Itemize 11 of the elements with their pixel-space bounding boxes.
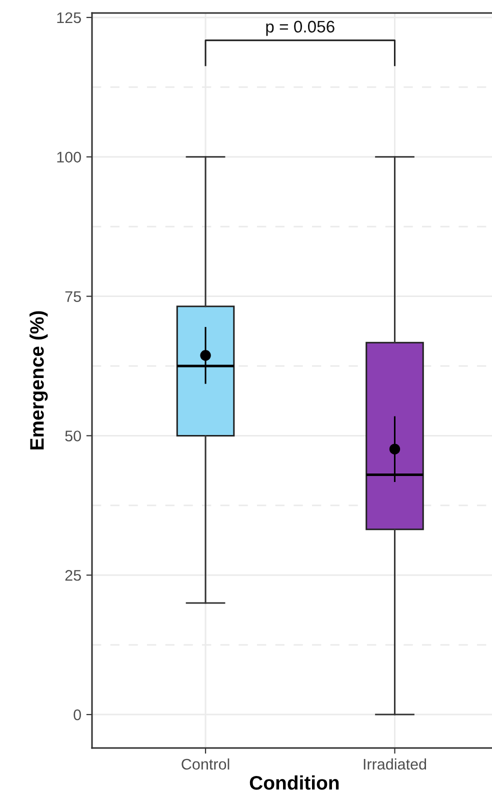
- y-tick-label: 25: [65, 570, 81, 581]
- annotation: p = 0.056: [266, 20, 334, 36]
- y-tick-label: 125: [57, 12, 81, 24]
- y-tick-label: 100: [57, 152, 81, 163]
- y-tick-label: 75: [65, 291, 81, 302]
- x-tick-label: Control: [182, 758, 230, 770]
- y-axis-title: Emergence (%): [30, 311, 48, 450]
- y-tick-label: 0: [74, 709, 81, 720]
- y-tick-label: 50: [65, 430, 81, 442]
- x-tick-label: Irradiated: [364, 758, 426, 770]
- x-axis-title: Condition: [250, 775, 339, 790]
